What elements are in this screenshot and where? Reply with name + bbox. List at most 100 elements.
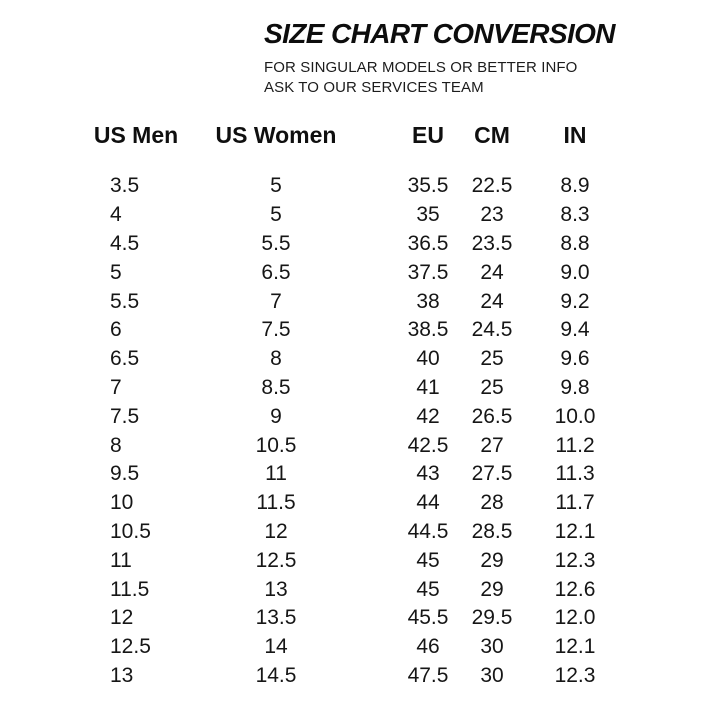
table-cell: 47.5 <box>407 663 449 687</box>
table-row: 12 13.5 45.5 29.5 12.0 <box>0 604 713 633</box>
table-cell: 11 <box>265 462 287 486</box>
table-cell: 28 <box>480 491 504 515</box>
table-cell: 9 <box>270 404 282 428</box>
table-cell: 10 <box>110 491 134 515</box>
table-cell: 42 <box>416 404 440 428</box>
table-cell: 6.5 <box>261 260 291 284</box>
table-cell: 42.5 <box>407 433 449 457</box>
table-cell: 37.5 <box>407 260 449 284</box>
table-row: 6 7.5 38.5 24.5 9.4 <box>0 316 713 345</box>
table-cell: 6 <box>110 318 122 342</box>
table-cell: 10.5 <box>110 519 151 543</box>
table-cell: 22.5 <box>471 174 513 198</box>
table-cell: 12.1 <box>554 635 596 659</box>
table-cell: 38 <box>416 289 440 313</box>
table-cell: 11.3 <box>555 462 595 486</box>
size-conversion-table: US Men US Women EU CM IN 3.5 5 35.5 22.5 8.9… <box>0 118 713 690</box>
table-cell: 13.5 <box>255 606 297 630</box>
table-cell: 11.2 <box>555 433 595 457</box>
table-cell: 7 <box>110 375 122 399</box>
table-cell: 11.5 <box>256 491 296 515</box>
column-header-eu: EU <box>412 121 444 148</box>
table-row: 13 14.5 47.5 30 12.3 <box>0 662 713 691</box>
table-cell: 28.5 <box>471 519 513 543</box>
table-row: 5 6.5 37.5 24 9.0 <box>0 258 713 287</box>
table-cell: 5 <box>110 260 122 284</box>
table-cell: 12 <box>264 519 288 543</box>
table-row: 8 10.5 42.5 27 11.2 <box>0 431 713 460</box>
table-cell: 4 <box>110 203 122 227</box>
table-cell: 11 <box>110 548 132 572</box>
table-cell: 13 <box>264 577 288 601</box>
table-cell: 11.7 <box>555 491 595 515</box>
table-cell: 35.5 <box>407 174 449 198</box>
table-cell: 44 <box>416 491 440 515</box>
table-cell: 8.5 <box>261 375 291 399</box>
table-cell: 8.8 <box>560 231 590 255</box>
subtitle-line-2: ASK TO OUR SERVICES TEAM <box>264 78 484 96</box>
table-body: 3.5 5 35.5 22.5 8.9 4 5 35 23 8.3 4.5 5.5 36.5 23.5 8.… <box>0 172 713 690</box>
table-cell: 30 <box>480 663 504 687</box>
table-cell: 9.5 <box>110 462 140 486</box>
table-row: 12.5 14 46 30 12.1 <box>0 633 713 662</box>
table-cell: 8.3 <box>560 203 590 227</box>
table-cell: 45 <box>416 548 440 572</box>
table-cell: 6.5 <box>110 347 140 371</box>
table-cell: 7.5 <box>261 318 291 342</box>
table-row: 6.5 8 40 25 9.6 <box>0 345 713 374</box>
table-cell: 25 <box>480 375 504 399</box>
table-cell: 24 <box>480 260 504 284</box>
table-row: 10 11.5 44 28 11.7 <box>0 489 713 518</box>
table-cell: 11.5 <box>110 577 150 601</box>
table-cell: 12.3 <box>554 548 596 572</box>
table-cell: 8 <box>110 433 122 457</box>
table-cell: 12.5 <box>255 548 297 572</box>
table-row: 4.5 5.5 36.5 23.5 8.8 <box>0 230 713 259</box>
column-header-us-women: US Women <box>215 121 337 148</box>
table-row: 11 12.5 45 29 12.3 <box>0 546 713 575</box>
table-cell: 24 <box>480 289 504 313</box>
table-cell: 12 <box>110 606 134 630</box>
page-title: SIZE CHART CONVERSION <box>264 18 616 49</box>
table-cell: 36.5 <box>407 231 449 255</box>
table-row: 7.5 9 42 26.5 10.0 <box>0 402 713 431</box>
table-row: 5.5 7 38 24 9.2 <box>0 287 713 316</box>
column-header-cm: CM <box>474 121 510 148</box>
table-row: 4 5 35 23 8.3 <box>0 201 713 230</box>
table-cell: 29.5 <box>471 606 513 630</box>
table-cell: 5 <box>270 174 282 198</box>
table-cell: 12.0 <box>554 606 596 630</box>
table-cell: 9.2 <box>560 289 590 313</box>
table-cell: 7.5 <box>110 404 140 428</box>
table-cell: 23 <box>480 203 504 227</box>
table-row: 10.5 12 44.5 28.5 12.1 <box>0 518 713 547</box>
table-cell: 43 <box>416 462 440 486</box>
column-header-in: IN <box>563 121 587 148</box>
table-row: 11.5 13 45 29 12.6 <box>0 575 713 604</box>
table-header-row: US Men US Women EU CM IN <box>0 118 713 152</box>
table-cell: 4.5 <box>110 231 140 255</box>
table-cell: 14.5 <box>255 663 297 687</box>
table-cell: 3.5 <box>110 174 140 198</box>
table-cell: 8 <box>270 347 282 371</box>
chart-header: SIZE CHART CONVERSION FOR SINGULAR MODEL… <box>264 18 616 98</box>
table-cell: 9.0 <box>560 260 590 284</box>
table-cell: 45 <box>416 577 440 601</box>
table-cell: 7 <box>270 289 282 313</box>
table-cell: 35 <box>416 203 440 227</box>
table-cell: 30 <box>480 635 504 659</box>
table-cell: 29 <box>480 577 504 601</box>
table-cell: 46 <box>416 635 440 659</box>
table-cell: 44.5 <box>407 519 449 543</box>
table-row: 9.5 11 43 27.5 11.3 <box>0 460 713 489</box>
table-cell: 45.5 <box>407 606 449 630</box>
table-cell: 5.5 <box>261 231 291 255</box>
table-cell: 12.6 <box>554 577 596 601</box>
table-cell: 5 <box>270 203 282 227</box>
table-cell: 26.5 <box>471 404 513 428</box>
table-cell: 13 <box>110 663 134 687</box>
table-cell: 24.5 <box>471 318 513 342</box>
table-cell: 9.8 <box>560 375 590 399</box>
table-cell: 38.5 <box>407 318 449 342</box>
